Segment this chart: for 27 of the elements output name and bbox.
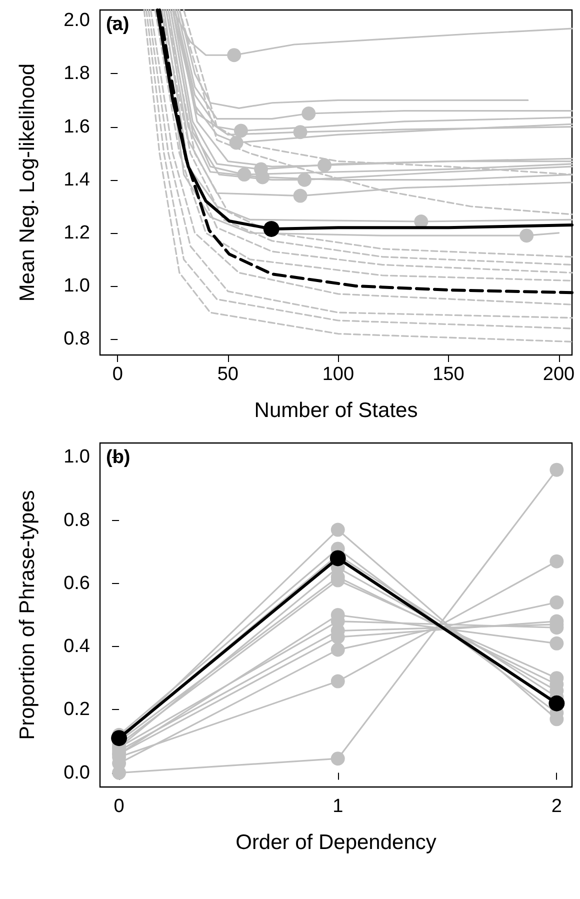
y-tick-label: 1.0 (64, 446, 90, 468)
x-tick-label: 100 (322, 364, 354, 385)
x-axis-title: Number of States (254, 399, 418, 422)
y-axis-title: Proportion of Phrase-types (16, 490, 39, 740)
annotation: (a) (106, 14, 130, 35)
y-tick-label: 1.4 (64, 169, 90, 190)
x-tick-label: 0 (114, 796, 124, 817)
x-tick-label: 50 (217, 364, 238, 385)
y-tick-label: 0.8 (64, 328, 90, 350)
y-tick-label: 1.8 (64, 63, 90, 84)
x-axis-title: Order of Dependency (236, 831, 437, 854)
y-axis-title: Mean Neg. Log-likelihood (16, 63, 39, 302)
y-tick-label: 0.8 (64, 510, 90, 531)
y-tick-label: 0.2 (64, 699, 90, 720)
x-tick-label: 200 (542, 364, 575, 385)
x-tick-label: 1 (332, 796, 344, 817)
y-tick-label: 0.6 (64, 572, 90, 594)
y-tick-label: 2.0 (64, 10, 90, 32)
y-tick-label: 1.6 (64, 116, 90, 138)
x-tick-label: 2 (551, 796, 562, 817)
y-tick-label: 1.0 (64, 276, 90, 296)
y-tick-label: 0.0 (64, 762, 90, 784)
x-tick-label: 150 (432, 364, 464, 385)
y-tick-label: 0.4 (64, 636, 90, 658)
x-tick-label: 0 (112, 364, 123, 385)
annotation: (b) (106, 447, 130, 468)
y-tick-label: 1.2 (64, 222, 90, 244)
